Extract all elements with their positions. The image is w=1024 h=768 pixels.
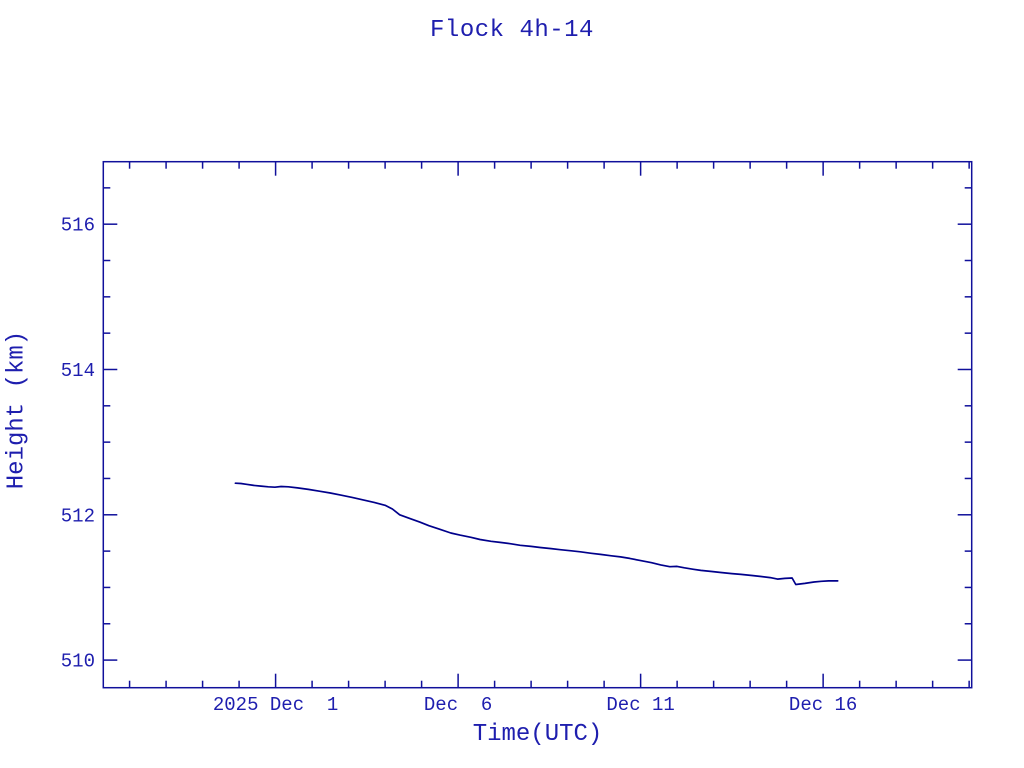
x-tick-label: 2025 Dec 1 <box>213 694 338 716</box>
x-tick-label: Dec 16 <box>789 694 857 716</box>
y-tick-label: 516 <box>61 215 95 237</box>
height-series-line <box>234 482 839 586</box>
plot-frame <box>102 160 973 689</box>
x-tick-label: Dec 6 <box>424 694 492 716</box>
y-tick-label: 510 <box>61 651 95 673</box>
y-tick-label: 514 <box>61 360 95 382</box>
x-tick-label: Dec 11 <box>606 694 674 716</box>
x-axis-label: Time(UTC) <box>472 721 603 748</box>
y-tick-label: 512 <box>61 505 95 527</box>
chart-title: Flock 4h-14 <box>430 17 594 44</box>
